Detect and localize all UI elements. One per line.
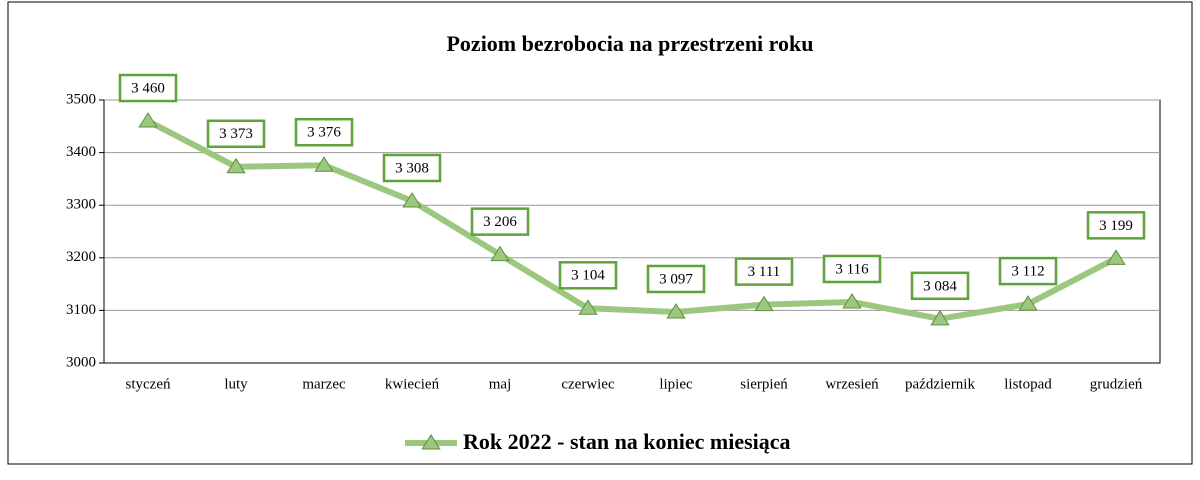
data-label: 3 460: [131, 80, 165, 96]
marker: [314, 156, 334, 172]
data-label: 3 112: [1011, 264, 1044, 280]
x-tick-label: kwiecień: [385, 376, 440, 392]
marker: [402, 192, 422, 208]
data-label-box: [470, 207, 530, 236]
data-label-box: [118, 73, 178, 103]
x-tick-label: czerwiec: [561, 376, 615, 392]
data-label-box: [206, 119, 266, 149]
x-tick-label: październik: [905, 376, 975, 392]
data-label-box: [734, 257, 794, 286]
x-tick-label: marzec: [302, 376, 346, 392]
data-label: 3 308: [395, 160, 429, 176]
data-label: 3 373: [219, 126, 253, 142]
marker: [138, 112, 158, 128]
marker: [930, 309, 950, 326]
data-label: 3 116: [835, 261, 869, 277]
marker: [226, 157, 246, 174]
data-label: 3 199: [1099, 218, 1133, 234]
series-line: [146, 118, 1118, 322]
data-label: 3 104: [571, 268, 605, 284]
x-tick-label: grudzień: [1090, 376, 1143, 392]
x-tick-label: sierpień: [740, 376, 788, 392]
data-label-box: [822, 254, 882, 284]
marker: [1018, 295, 1038, 311]
x-tick-label: styczeń: [126, 376, 171, 392]
marker: [1106, 249, 1126, 265]
plot-area: [103, 99, 1161, 364]
data-label: 3 097: [659, 271, 693, 287]
x-tick-label: lipiec: [659, 376, 693, 392]
marker: [578, 299, 598, 315]
x-tick-label: maj: [489, 376, 512, 392]
data-label-box: [998, 256, 1058, 286]
data-label: 3 206: [483, 214, 517, 230]
marker: [842, 293, 862, 309]
y-tick-label: 3300: [66, 197, 96, 213]
marker: [490, 245, 510, 262]
data-label-box: [1086, 211, 1146, 240]
chart-title: Poziom bezrobocia na przestrzeni roku: [446, 31, 813, 56]
data-label-box: [382, 153, 442, 183]
marker: [666, 303, 686, 319]
y-tick-label: 3200: [66, 249, 96, 265]
y-tick-label: 3400: [66, 144, 96, 160]
data-label: 3 111: [748, 264, 781, 280]
x-tick-label: luty: [224, 376, 248, 392]
legend-marker: [421, 434, 441, 450]
legend-label: Rok 2022 - stan na koniec miesiąca: [463, 429, 791, 454]
x-tick-label: listopad: [1004, 376, 1052, 392]
data-label-box: [294, 117, 354, 147]
x-tick-label: wrzesień: [825, 376, 879, 392]
y-tick-label: 3000: [66, 354, 96, 370]
y-tick-label: 3500: [66, 91, 96, 107]
data-label: 3 376: [307, 125, 341, 141]
data-label: 3 084: [923, 278, 957, 294]
y-tick-label: 3100: [66, 302, 96, 318]
data-label-box: [910, 271, 970, 301]
marker: [754, 295, 774, 312]
data-label-box: [558, 261, 618, 290]
data-label-box: [646, 264, 706, 294]
